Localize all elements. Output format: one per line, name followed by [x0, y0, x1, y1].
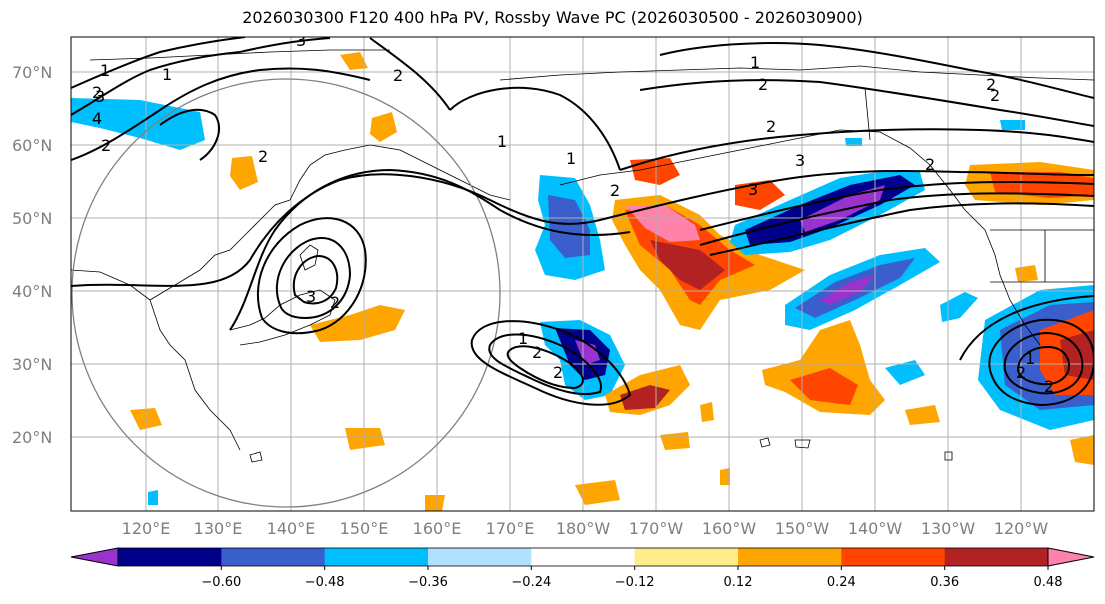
contour-label: 2: [92, 83, 102, 102]
colorbar-box: [944, 548, 1049, 566]
lon-label: 170°E: [486, 519, 535, 538]
colorbar-box: [221, 548, 326, 566]
contour-label: 3: [95, 87, 105, 106]
colorbar: −0.60 −0.48 −0.36 −0.24 −0.12 0.12 0.24 0.36 0.4…: [70, 547, 1095, 590]
colorbar-tick-label: 0.48: [1034, 575, 1063, 590]
contour-label: 3: [795, 151, 805, 170]
pv-shading: [71, 52, 1094, 511]
colorbar-tick-label: −0.36: [408, 575, 448, 590]
contour-label: 2: [1016, 363, 1026, 382]
contour-label: 2: [101, 136, 111, 155]
contour-label: 2: [532, 343, 542, 362]
lon-label: 160°W: [702, 519, 757, 538]
longitude-labels: 120°E 130°E 140°E 150°E 160°E 170°E 180°…: [122, 519, 1049, 538]
colorbar-tick-label: −0.12: [615, 575, 655, 590]
map-border: [70, 36, 1095, 512]
lon-label: 120°W: [994, 519, 1049, 538]
contour-label: 1: [162, 65, 172, 84]
colorbar-tick-label: 0.12: [724, 575, 753, 590]
contour-label: 1: [750, 53, 760, 72]
lon-label: 120°E: [122, 519, 171, 538]
graticule: [71, 37, 1094, 511]
pv-contours: [71, 37, 1094, 407]
colorbar-tick-label: −0.48: [305, 575, 345, 590]
contour-label: 1: [518, 329, 528, 348]
contour-label: 2: [553, 363, 563, 382]
colorbar-tick-label: −0.60: [201, 575, 241, 590]
lon-label: 130°W: [921, 519, 976, 538]
lon-label: 160°E: [413, 519, 462, 538]
contour-label: 2: [1044, 377, 1054, 396]
contour-label: 2: [766, 117, 776, 136]
lon-label: 150°E: [340, 519, 389, 538]
reference-circle: [71, 78, 501, 508]
contour-label: 2: [925, 155, 935, 174]
colorbar-box: [841, 548, 946, 566]
lon-label: 140°E: [267, 519, 316, 538]
colorbar-frame: [117, 547, 1049, 567]
colorbar-box: [428, 548, 532, 566]
map-title: 2026030300 F120 400 hPa PV, Rossby Wave …: [242, 8, 863, 27]
map-area: 1 1 2 3 4 2 2 2 1 1 2 1 2 2 3 2 2 2 3 3 …: [71, 31, 1094, 511]
contour-label: 2: [258, 147, 268, 166]
contour-label: 2: [758, 75, 768, 94]
latitude-labels: 70°N 60°N 50°N 40°N 30°N 20°N: [12, 63, 52, 447]
contour-label: 3: [296, 31, 306, 50]
lat-label: 20°N: [12, 428, 52, 447]
contour-label: 1: [100, 61, 110, 80]
colorbar-box: [324, 548, 429, 566]
contour-label: 2: [610, 181, 620, 200]
lat-label: 70°N: [12, 63, 52, 82]
lon-label: 180°W: [556, 519, 611, 538]
contour-label: 1: [1025, 349, 1035, 368]
colorbar-extend-min: [70, 547, 119, 567]
lat-label: 30°N: [12, 355, 52, 374]
colorbar-extend-max: [1047, 547, 1095, 567]
lon-label: 150°W: [775, 519, 830, 538]
lon-label: 130°E: [194, 519, 243, 538]
contour-label: 2: [393, 66, 403, 85]
colorbar-tick-label: 0.36: [930, 575, 959, 590]
contour-labels: 1 1 2 3 4 2 2 2 1 1 2 1 2 2 3 2 2 2 3 3 …: [92, 31, 1054, 396]
colorbar-box: [634, 548, 739, 566]
colorbar-box: [738, 548, 842, 566]
contour-label: 1: [497, 132, 507, 151]
colorbar-box: [531, 548, 636, 566]
contour-label: 3: [748, 180, 758, 199]
contour-label: 2: [986, 75, 996, 94]
contour-label: 2: [990, 86, 1000, 105]
lon-label: 170°W: [629, 519, 684, 538]
lat-label: 60°N: [12, 136, 52, 155]
lon-label: 140°W: [848, 519, 903, 538]
contour-label: 3: [306, 287, 316, 306]
contour-label: 4: [92, 109, 102, 128]
contour-label: 1: [566, 149, 576, 168]
lat-label: 40°N: [12, 282, 52, 301]
colorbar-box: [118, 548, 222, 566]
colorbar-tick-label: 0.24: [827, 575, 856, 590]
contour-label: 2: [330, 293, 340, 312]
colorbar-tick-label: −0.24: [511, 575, 551, 590]
lat-label: 50°N: [12, 209, 52, 228]
